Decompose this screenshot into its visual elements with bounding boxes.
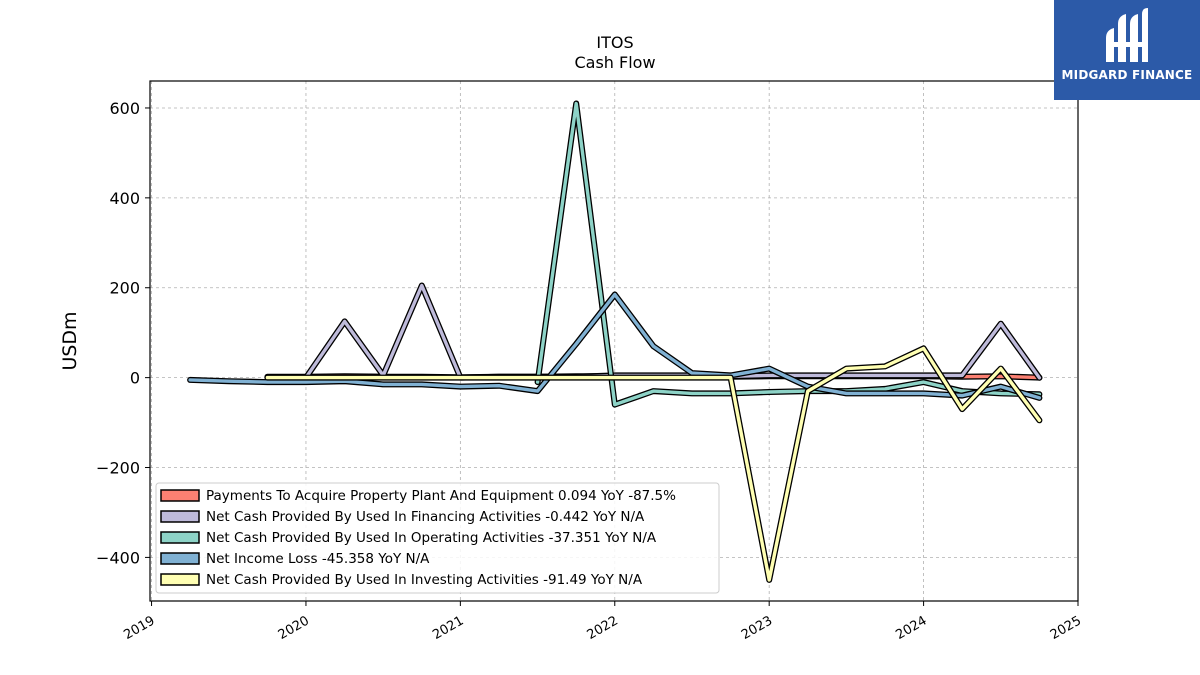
legend-swatch — [160, 489, 200, 502]
legend-item: Net Cash Provided By Used In Operating A… — [160, 530, 657, 546]
y-axis: −400 −200 0 200 400 600 — [96, 99, 150, 567]
x-tick-label: 2022 — [585, 613, 621, 643]
legend-swatch — [160, 510, 200, 523]
x-tick-label: 2023 — [739, 613, 775, 643]
x-tick-label: 2019 — [121, 613, 157, 643]
y-tick-label: 600 — [109, 99, 140, 118]
legend-item: Payments To Acquire Property Plant And E… — [160, 488, 676, 504]
legend-swatch — [160, 573, 200, 586]
brand-name: MIDGARD FINANCE — [1061, 68, 1193, 82]
chart-title: ITOS — [596, 33, 633, 52]
legend-item: Net Cash Provided By Used In Financing A… — [160, 509, 645, 525]
midgard-logo-icon — [1106, 8, 1148, 62]
legend-swatch — [160, 531, 200, 544]
x-tick-label: 2025 — [1048, 613, 1084, 643]
x-tick-label: 2024 — [893, 613, 929, 643]
y-tick-label: 400 — [109, 189, 140, 208]
series-line — [304, 283, 1042, 380]
legend-swatch — [160, 552, 200, 565]
series-2 — [303, 282, 1043, 381]
legend-box — [155, 482, 720, 594]
chart-subtitle: Cash Flow — [574, 53, 655, 72]
series-5 — [264, 345, 1043, 583]
x-axis: 2019 2020 2021 2022 2023 2024 2025 — [121, 601, 1084, 643]
series-outline — [534, 100, 1043, 408]
legend-label: Net Cash Provided By Used In Financing A… — [206, 509, 645, 525]
legend-item: Net Income Loss -45.358 YoY N/A — [160, 551, 430, 567]
plot-frame — [149, 80, 1079, 602]
midgard-finance-logo: MIDGARD FINANCE — [1054, 0, 1200, 100]
series-4 — [187, 291, 1043, 401]
legend-item: Net Cash Provided By Used In Investing A… — [160, 572, 643, 588]
legend-label: Net Cash Provided By Used In Investing A… — [206, 572, 643, 588]
x-tick-label: 2021 — [430, 613, 466, 643]
legend-label: Payments To Acquire Property Plant And E… — [206, 488, 676, 504]
legend: Payments To Acquire Property Plant And E… — [155, 482, 720, 594]
y-axis-label: USDm — [59, 311, 81, 370]
y-tick-label: 200 — [109, 279, 140, 298]
legend-label: Net Income Loss -45.358 YoY N/A — [206, 551, 430, 567]
x-tick-label: 2020 — [276, 613, 312, 643]
series-lines — [187, 100, 1043, 583]
series-line — [535, 101, 1042, 407]
y-tick-label: −400 — [96, 548, 140, 567]
series-line — [188, 292, 1042, 400]
series-3 — [534, 100, 1043, 408]
y-tick-label: −200 — [96, 459, 140, 478]
legend-label: Net Cash Provided By Used In Operating A… — [206, 530, 657, 546]
y-tick-label: 0 — [130, 369, 140, 388]
series-line — [265, 346, 1042, 582]
